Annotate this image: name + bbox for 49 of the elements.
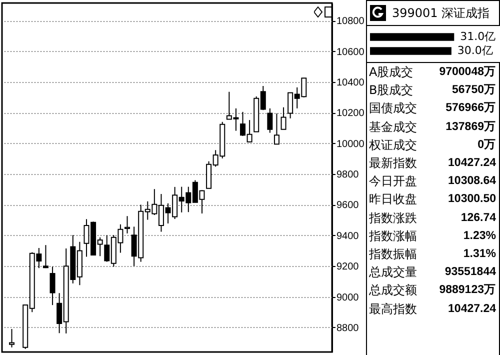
text: 指数涨幅 — [369, 228, 417, 245]
text: 10300.50 — [448, 192, 496, 208]
y-tick-label: 8800 — [336, 322, 360, 334]
text: 576966万 — [446, 101, 496, 116]
text: 昨日收盘 — [369, 191, 417, 208]
candlestick — [9, 328, 15, 348]
y-tick-label: 9800 — [336, 170, 360, 181]
y-tick-label: 10800 — [336, 16, 365, 28]
text: A股成交 — [369, 64, 414, 81]
y-tick-label: 10600 — [336, 46, 365, 58]
candlestick — [280, 106, 286, 130]
text: 基金成交 — [369, 118, 417, 136]
y-tick-label: 10200 — [336, 108, 365, 120]
text: 1.31% — [463, 247, 496, 262]
candlestick — [42, 244, 48, 269]
text: 国债成交 — [369, 100, 417, 118]
text: 126.74 — [460, 210, 496, 226]
chart-title: 399001 深证成指 — [392, 4, 490, 22]
text: 最新指数 — [369, 155, 417, 172]
text: 137869万 — [446, 120, 496, 135]
text: 10427.24 — [448, 156, 496, 172]
text: 最高指数 — [369, 300, 417, 318]
y-tick-label: 9000 — [336, 292, 360, 304]
candlestick — [267, 108, 273, 134]
text: 总成交量 — [369, 264, 417, 282]
data-label: 30.0亿 — [457, 44, 493, 57]
y-tick-label: 9600 — [336, 200, 360, 212]
text: 9700048万 — [439, 65, 496, 80]
y-tick-label: 9400 — [336, 230, 360, 242]
data-label: 31.0亿 — [460, 30, 496, 44]
text: 56750万 — [452, 83, 496, 98]
candlestick — [50, 266, 56, 306]
text: 9889123万 — [439, 283, 496, 298]
text: 总成交额 — [369, 282, 417, 300]
y-tick-label: 9200 — [336, 262, 360, 273]
text: 10427.24 — [448, 302, 496, 317]
y-tick-label: 10000 — [336, 138, 365, 150]
text: 指数涨跌 — [369, 210, 417, 227]
text: 今日开盘 — [369, 173, 417, 190]
text: 1.23% — [463, 228, 496, 244]
text: 10308.64 — [448, 174, 496, 190]
text: 93551844 — [444, 265, 496, 280]
text: 0万 — [478, 138, 496, 153]
y-tick-label: 10400 — [336, 78, 365, 89]
text: 权证成交 — [369, 136, 417, 154]
text: B股成交 — [369, 82, 414, 100]
text: 指数振幅 — [369, 246, 417, 264]
candlestick — [124, 216, 130, 234]
candlestick — [274, 112, 280, 145]
